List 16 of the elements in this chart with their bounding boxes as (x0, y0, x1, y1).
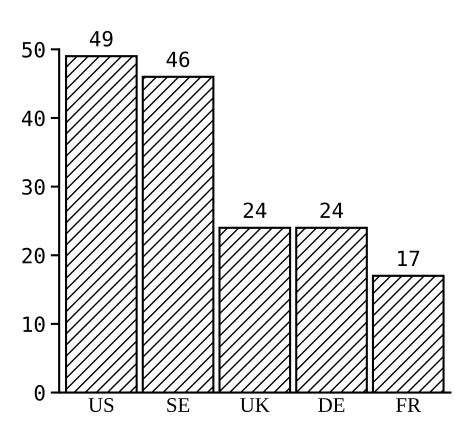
data-label: 24 (244, 202, 266, 218)
x-tick-label: FR (396, 398, 421, 412)
y-tick-label: 0 (34, 385, 45, 401)
data-label: 49 (90, 30, 112, 47)
y-tick-label: 30 (22, 179, 45, 195)
x-tick-label: DE (318, 398, 344, 412)
data-label: 24 (320, 202, 344, 218)
y-tick-label: 40 (22, 110, 45, 126)
x-tick-label: US (88, 398, 114, 412)
y-tick-label: 20 (22, 248, 45, 264)
y-tick-label: 50 (22, 42, 45, 58)
data-label: 46 (166, 51, 190, 68)
x-tick-label: UK (240, 398, 270, 412)
y-tick-label: 10 (23, 316, 45, 332)
x-tick-label: SE (167, 398, 190, 412)
data-label: 17 (398, 250, 420, 266)
